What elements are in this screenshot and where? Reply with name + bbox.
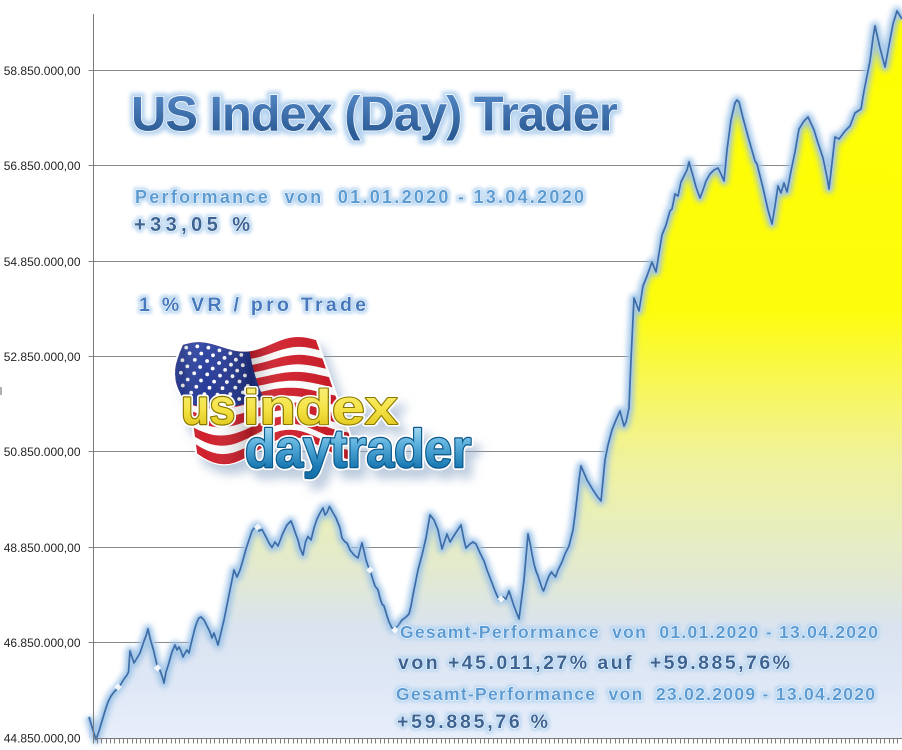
svg-text:56.850.000,00: 56.850.000,00 (4, 159, 81, 173)
svg-text:46.850.000,00: 46.850.000,00 (4, 636, 81, 650)
svg-text:1 % VR / pro Trade: 1 % VR / pro Trade (139, 294, 366, 316)
svg-text:50.850.000,00: 50.850.000,00 (4, 445, 81, 459)
svg-text:index: index (243, 380, 398, 435)
svg-text:+33,05 %: +33,05 % (134, 214, 250, 236)
svg-text:54.850.000,00: 54.850.000,00 (4, 255, 81, 269)
svg-text:daytrader: daytrader (245, 418, 471, 478)
svg-text:daytrader: daytrader (245, 418, 471, 478)
svg-text:von +45.011,27% auf +59.885,7: von +45.011,27% auf +59.885,76% (398, 652, 790, 674)
svg-text:US Index (Day) Trader: US Index (Day) Trader (131, 88, 618, 142)
svg-text:Gesamt-Performance von 23.02: Gesamt-Performance von 23.02.2009 - 13.0… (396, 684, 875, 704)
svg-text:us: us (181, 379, 235, 435)
svg-text:48.850.000,00: 48.850.000,00 (4, 541, 81, 555)
svg-text:44.850.000,00: 44.850.000,00 (4, 731, 81, 745)
svg-text:52.850.000,00: 52.850.000,00 (4, 350, 81, 364)
svg-text:index: index (243, 380, 398, 435)
svg-text:us: us (181, 379, 235, 435)
svg-text:Gesamt-Performance von 01.01: Gesamt-Performance von 01.01.2020 - 13.0… (400, 622, 878, 642)
svg-text:Performance von 01.01.2020 -: Performance von 01.01.2020 - 13.04.2020 (135, 187, 584, 207)
svg-text:58.850.000,00: 58.850.000,00 (4, 64, 81, 78)
